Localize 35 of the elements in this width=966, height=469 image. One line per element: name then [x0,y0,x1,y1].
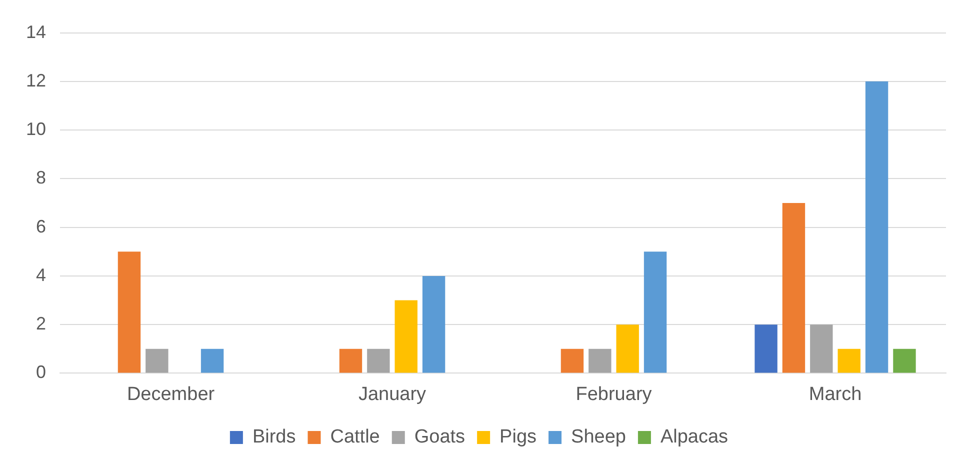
bar [422,276,446,373]
legend-label: Birds [252,426,296,448]
bar [754,324,778,373]
legend-label: Sheep [571,426,626,448]
legend-label: Goats [414,426,466,448]
bar [616,324,639,373]
bar [782,203,806,373]
y-tick-label: 12 [26,70,46,90]
bar [588,348,612,373]
bar [339,348,362,373]
bar [146,348,168,373]
x-tick-label: March [808,384,862,405]
x-tick-label: February [576,384,652,405]
y-tick-label: 10 [26,119,46,140]
legend-label: Alpacas [660,426,728,448]
y-tick-label: 6 [36,216,46,236]
y-tick-label: 0 [36,362,46,382]
x-tick-label: January [358,384,427,405]
bar [865,81,888,373]
x-tick-label: December [126,384,216,405]
bar [838,348,860,373]
bar [560,348,584,373]
legend-label: Cattle [330,426,380,448]
bar [200,348,224,373]
y-tick-label: 8 [36,168,46,188]
bar [118,252,141,373]
legend-label: Pigs [500,426,537,448]
bar [893,348,916,373]
y-tick-label: 14 [26,22,46,42]
y-tick-label: 4 [36,264,46,285]
bar [394,300,418,373]
bar [644,252,667,373]
y-tick-label: 2 [36,314,46,334]
bar [810,324,833,373]
bar [367,348,390,373]
